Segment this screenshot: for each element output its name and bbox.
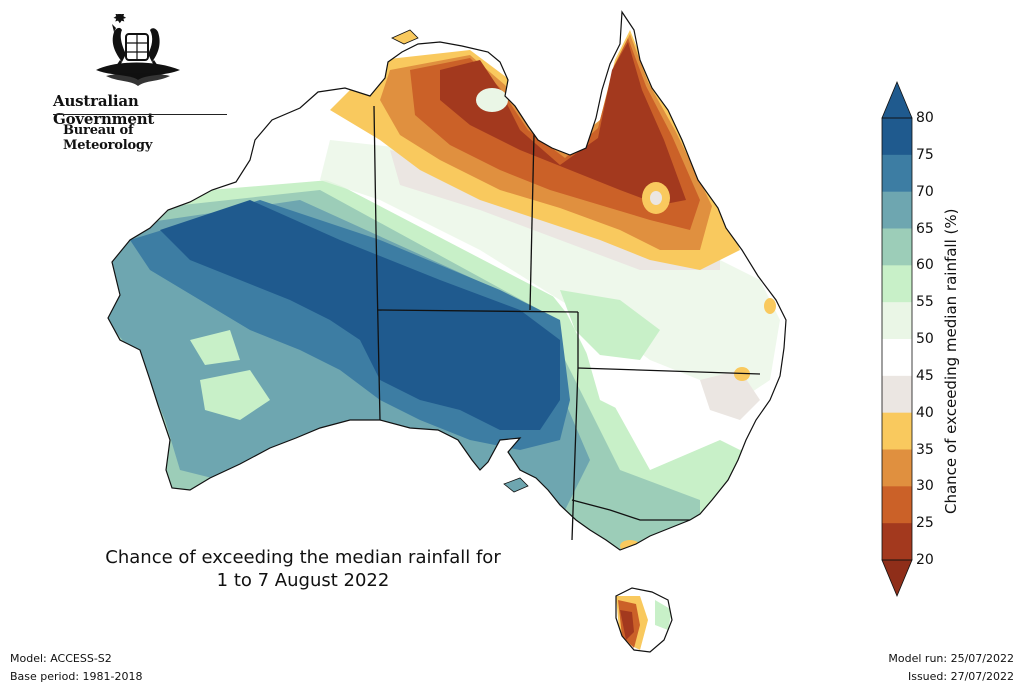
logo-divider bbox=[53, 114, 227, 115]
base-period: Base period: 1981-2018 bbox=[10, 670, 143, 683]
legend-tick-label: 30 bbox=[916, 478, 934, 495]
legend-tick-label: 75 bbox=[916, 146, 934, 163]
legend-band bbox=[882, 449, 912, 487]
australian-government-logo: Australian Government Bureau of Meteorol… bbox=[26, 10, 227, 153]
map-title-line-2: 1 to 7 August 2022 bbox=[216, 570, 390, 591]
legend-tick-label: 80 bbox=[916, 110, 934, 126]
legend-band bbox=[882, 265, 912, 303]
legend-band bbox=[882, 486, 912, 524]
legend-band bbox=[882, 375, 912, 414]
legend-upper-extend-arrow bbox=[881, 80, 913, 119]
legend-tick-label: 60 bbox=[916, 257, 934, 274]
model-run-date: Model run: 25/07/2022 bbox=[888, 652, 1014, 665]
legend-tick-label: 20 bbox=[916, 552, 934, 568]
legend-tick-label: 45 bbox=[916, 367, 934, 384]
legend-bands bbox=[882, 118, 912, 561]
tasmania-fill bbox=[616, 588, 672, 652]
model-name: Model: ACCESS-S2 bbox=[10, 652, 112, 665]
legend-tick-label: 55 bbox=[916, 294, 934, 311]
legend-colorbar bbox=[881, 80, 913, 598]
legend-tick-label: 35 bbox=[916, 441, 934, 458]
legend-tick-label: 25 bbox=[916, 515, 934, 532]
legend-tick-label: 50 bbox=[916, 331, 934, 347]
map-title: Chance of exceeding the median rainfall … bbox=[60, 546, 546, 592]
tasmania-coastline bbox=[615, 587, 673, 653]
legend-band bbox=[882, 339, 912, 377]
state-borders bbox=[373, 105, 761, 541]
legend-band bbox=[882, 228, 912, 266]
legend-tick-label: 70 bbox=[916, 183, 934, 200]
rainfall-probability-fill bbox=[108, 12, 786, 550]
kangaroo-island bbox=[503, 477, 529, 493]
legend-band bbox=[882, 523, 912, 561]
melville-island bbox=[391, 29, 419, 45]
legend-lower-extend-arrow bbox=[881, 559, 913, 598]
agency-name: Bureau of Meteorology bbox=[63, 123, 153, 153]
legend-band bbox=[882, 412, 912, 450]
footer-model-info: Model: ACCESS-S2 Base period: 1981-2018 bbox=[10, 650, 142, 686]
legend-band bbox=[882, 154, 912, 193]
legend-frame bbox=[881, 117, 913, 561]
legend-title: Chance of exceeding median rainfall (%) bbox=[942, 208, 960, 514]
footer-run-info: Model run: 25/07/2022 Issued: 27/07/2022 bbox=[888, 650, 1014, 686]
issued-date: Issued: 27/07/2022 bbox=[907, 670, 1014, 683]
legend-band bbox=[882, 118, 912, 156]
legend-tick-label: 65 bbox=[916, 220, 934, 237]
legend-band bbox=[882, 302, 912, 340]
coat-of-arms-icon bbox=[96, 14, 180, 86]
legend-band bbox=[882, 191, 912, 229]
legend-tick-label: 40 bbox=[916, 404, 934, 421]
map-title-line-1: Chance of exceeding the median rainfall … bbox=[105, 547, 501, 568]
